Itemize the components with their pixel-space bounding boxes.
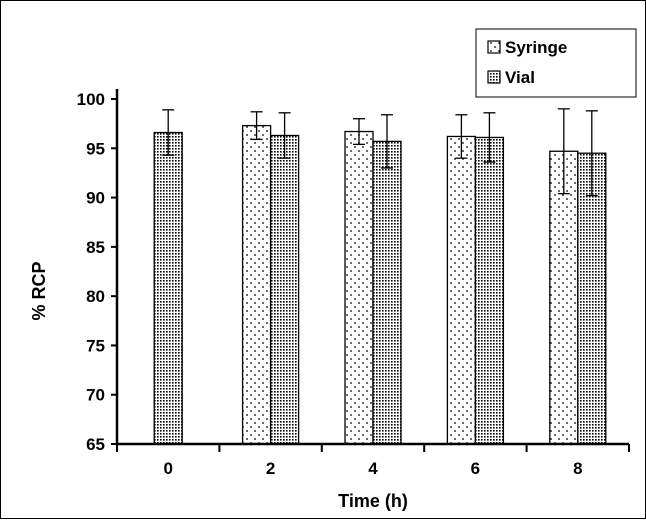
bar-syringe-8	[549, 150, 579, 445]
axes	[111, 89, 630, 452]
y-tick-label-100: 100	[77, 90, 105, 109]
y-tick-label-85: 85	[86, 238, 105, 257]
bar-vial-4	[372, 140, 402, 445]
bars-group	[153, 108, 607, 445]
bar-vial-0	[153, 131, 183, 445]
bar-syringe-4	[344, 130, 374, 445]
bar-vial-2	[269, 134, 300, 445]
y-tick-label-70: 70	[86, 386, 105, 405]
x-tick-label-4: 4	[368, 459, 378, 478]
legend-swatch-syringe	[487, 40, 501, 54]
y-axis-title: % RCP	[29, 261, 49, 320]
legend: Syringe Vial	[475, 28, 637, 98]
legend-swatch-vial	[487, 70, 501, 84]
y-tick-label-75: 75	[86, 336, 105, 355]
bar-syringe-6	[446, 135, 477, 445]
x-tick-label-6: 6	[471, 459, 480, 478]
legend-box	[475, 28, 637, 98]
legend-label-syringe: Syringe	[505, 38, 567, 57]
bar-syringe-2	[241, 124, 272, 445]
x-tick-label-0: 0	[163, 459, 172, 478]
x-tick-label-8: 8	[573, 459, 582, 478]
bar-vial-6	[474, 136, 505, 445]
x-tick-label-2: 2	[266, 459, 275, 478]
legend-label-vial: Vial	[505, 68, 535, 87]
bar-vial-8	[577, 152, 607, 445]
x-axis-title: Time (h)	[338, 491, 408, 511]
y-tick-label-80: 80	[86, 287, 105, 306]
y-tick-label-90: 90	[86, 189, 105, 208]
y-tick-label-95: 95	[86, 139, 105, 158]
y-tick-label-65: 65	[86, 435, 105, 454]
